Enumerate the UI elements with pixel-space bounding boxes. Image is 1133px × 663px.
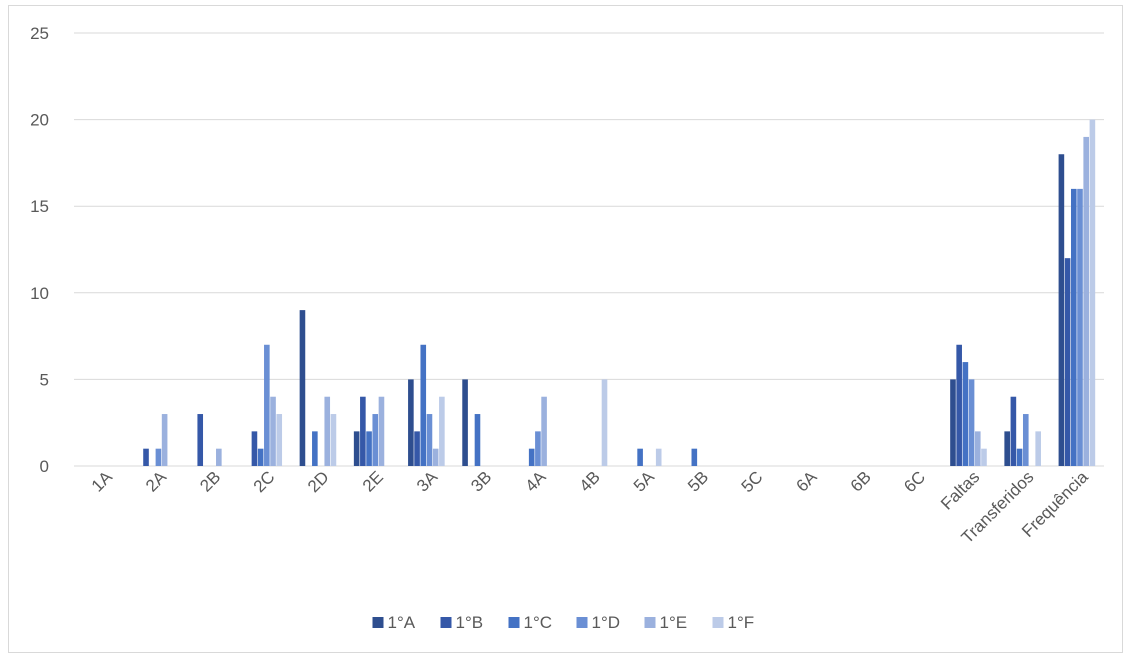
y-tick-label: 0: [40, 457, 49, 476]
legend-label: 1°B: [456, 613, 484, 632]
x-tick-label: 6B: [847, 467, 875, 495]
x-tick-label: 3A: [413, 467, 442, 496]
bar: [312, 431, 318, 466]
x-tick-label: 2D: [304, 467, 333, 496]
y-tick-label: 5: [40, 370, 49, 389]
bar: [420, 344, 427, 466]
x-tick-label: 6A: [793, 467, 822, 496]
bar: [1058, 154, 1065, 467]
x-tick-label: 5A: [630, 467, 659, 496]
legend-label: 1°E: [660, 613, 688, 632]
bar: [378, 396, 385, 466]
bar: [299, 310, 306, 466]
bar: [197, 414, 204, 466]
x-tick-label: 2E: [359, 467, 387, 495]
legend-swatch: [508, 617, 520, 628]
bar: [1004, 431, 1010, 466]
bar: [251, 431, 258, 466]
bar: [366, 431, 372, 466]
x-tick-label: 4A: [521, 467, 550, 496]
bar: [264, 344, 270, 466]
bar: [257, 448, 264, 466]
bar: [474, 414, 481, 466]
bar: [408, 379, 414, 466]
x-tick-label: 4B: [576, 467, 604, 495]
y-axis-tick-labels: 0 5 10 15 20 25: [30, 24, 49, 476]
bar-chart: 0 5 10 15 20 25 1A 2A 2B 2C 2D 2E 3A 3B 4A 4B 5A 5B 5C 6A 6…: [30, 24, 1104, 632]
legend-label: 1°A: [388, 613, 416, 632]
bar: [324, 396, 331, 466]
x-tick-label: 2A: [142, 467, 171, 496]
bar: [270, 396, 276, 466]
bar: [155, 448, 162, 466]
legend-swatch: [576, 617, 588, 628]
x-tick-label: 5C: [738, 467, 767, 496]
bar: [1083, 136, 1089, 467]
bar: [426, 414, 433, 466]
y-tick-label: 25: [30, 24, 49, 43]
bar: [535, 431, 541, 466]
x-tick-label: 2B: [196, 467, 224, 495]
legend: 1°A 1°B 1°C 1°D 1°E 1°F: [372, 613, 755, 632]
legend-swatch: [440, 617, 452, 628]
x-tick-label: 6C: [900, 467, 929, 496]
bar: [974, 431, 981, 466]
bar: [637, 448, 643, 466]
bar: [691, 448, 698, 466]
bar: [360, 396, 366, 466]
bar: [276, 414, 283, 466]
bar: [950, 379, 956, 466]
bar: [216, 448, 222, 466]
bar: [1010, 396, 1017, 466]
bar: [143, 448, 149, 466]
bar: [981, 448, 987, 466]
bar: [528, 448, 535, 466]
bar: [353, 431, 360, 466]
bar: [1064, 258, 1071, 466]
bar: [968, 379, 975, 466]
x-axis-tick-labels: 1A 2A 2B 2C 2D 2E 3A 3B 4A 4B 5A 5B 5C 6A 6B 6C FaltasTr…: [88, 467, 1092, 547]
bar: [432, 448, 439, 466]
bar: [1022, 414, 1029, 466]
legend-label: 1°D: [592, 613, 621, 632]
bars: [143, 119, 1096, 467]
legend-swatch: [644, 617, 656, 628]
bar: [414, 431, 420, 466]
legend-swatch: [372, 617, 384, 628]
legend-label: 1°F: [728, 613, 755, 632]
legend-label: 1°C: [524, 613, 553, 632]
bar: [161, 414, 168, 466]
bar: [330, 414, 337, 466]
chart-frame: 0 5 10 15 20 25 1A 2A 2B 2C 2D 2E 3A 3B 4A 4B 5A 5B 5C 6A 6…: [8, 5, 1123, 653]
bar: [1016, 448, 1023, 466]
bar: [541, 396, 547, 466]
bar: [1089, 119, 1096, 466]
x-tick-label: 3B: [467, 467, 495, 495]
bar: [439, 396, 445, 466]
gridlines: [74, 32, 1104, 467]
bar: [601, 379, 608, 466]
y-tick-label: 15: [30, 197, 49, 216]
bar: [1077, 188, 1083, 466]
x-tick-label: Faltas: [937, 467, 983, 513]
bar: [962, 362, 969, 466]
bar: [462, 379, 468, 466]
legend-swatch: [712, 617, 724, 628]
bar: [956, 344, 962, 466]
x-tick-label: 5B: [684, 467, 712, 495]
bar: [372, 414, 379, 466]
x-tick-label: 1A: [88, 467, 117, 496]
x-tick-label: 2C: [250, 467, 279, 496]
bar: [655, 448, 662, 466]
y-tick-label: 10: [30, 284, 49, 303]
bar: [1070, 188, 1077, 466]
y-tick-label: 20: [30, 111, 49, 130]
bar: [1035, 431, 1041, 466]
